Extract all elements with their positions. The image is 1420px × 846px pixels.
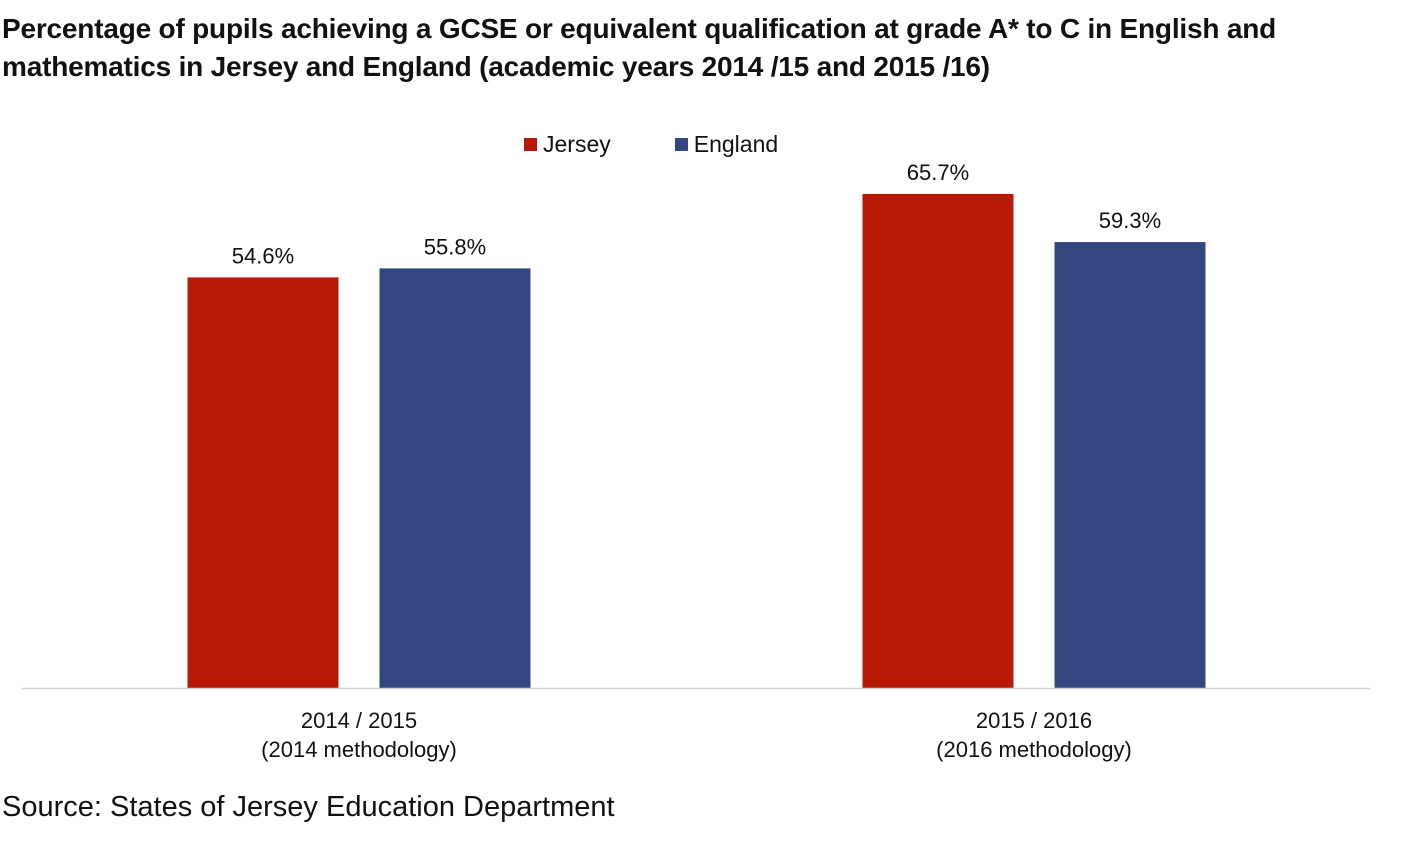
source-note: Source: States of Jersey Education Depar… [2, 791, 615, 823]
legend-item-jersey: Jersey [524, 131, 611, 158]
legend-label-england: England [693, 130, 779, 157]
legend-label-jersey: Jersey [543, 130, 611, 157]
bar-england-2 [1054, 242, 1206, 688]
data-label-england-2: 59.3% [1099, 208, 1161, 233]
legend-item-england: England [674, 130, 779, 158]
category-label-1-line-1: 2014 / 2015 [301, 708, 417, 733]
legend-swatch-england [674, 137, 688, 151]
category-label-2-line-1: 2015 / 2016 [976, 708, 1092, 733]
chart-title: Percentage of pupils achieving a GCSE or… [2, 13, 1277, 82]
bar-england-1 [379, 268, 531, 688]
bar-jersey-1 [187, 277, 339, 688]
data-label-jersey-2: 65.7% [907, 160, 969, 185]
bar-jersey-2 [862, 193, 1014, 688]
legend-swatch-jersey [524, 137, 537, 151]
category-label-1-line-2: (2014 methodology) [261, 737, 457, 762]
data-label-jersey-1: 54.6% [232, 243, 294, 268]
data-label-england-1: 55.8% [424, 234, 486, 259]
legend: Jersey England [524, 128, 778, 160]
category-label-2-line-2: (2016 methodology) [936, 737, 1132, 762]
